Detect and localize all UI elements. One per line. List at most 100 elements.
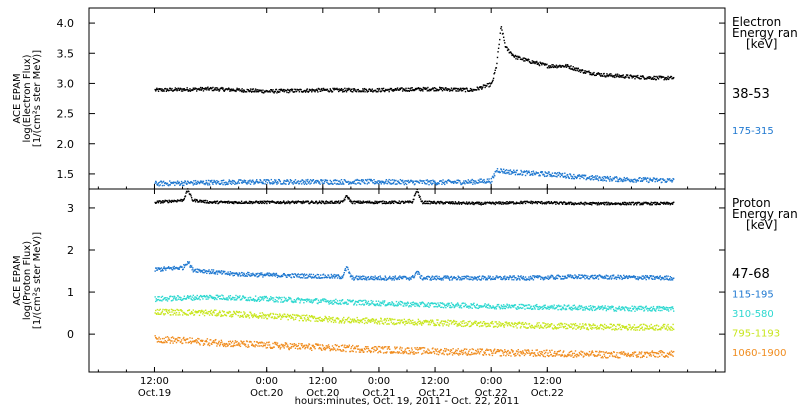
data-point bbox=[399, 275, 401, 277]
data-point bbox=[355, 201, 358, 203]
data-point bbox=[259, 272, 262, 274]
data-point bbox=[574, 69, 577, 72]
data-point bbox=[618, 307, 620, 309]
data-point bbox=[201, 182, 204, 184]
data-point bbox=[457, 202, 459, 204]
data-point bbox=[400, 304, 402, 306]
data-point bbox=[249, 296, 252, 299]
data-point bbox=[515, 171, 517, 174]
data-point bbox=[323, 180, 326, 183]
data-point bbox=[272, 299, 274, 301]
data-point bbox=[536, 202, 539, 205]
data-point bbox=[163, 90, 165, 92]
data-point bbox=[187, 295, 189, 297]
data-point bbox=[476, 279, 478, 281]
data-point bbox=[551, 64, 553, 66]
data-point bbox=[336, 300, 339, 302]
data-point bbox=[510, 277, 513, 279]
data-point bbox=[227, 271, 229, 273]
data-point bbox=[202, 181, 204, 183]
data-point bbox=[440, 279, 443, 281]
data-point bbox=[388, 276, 390, 279]
data-point bbox=[374, 303, 376, 306]
data-point bbox=[607, 177, 610, 179]
data-point bbox=[272, 182, 275, 185]
data-point bbox=[637, 306, 640, 308]
data-point bbox=[211, 182, 214, 184]
data-point bbox=[238, 311, 240, 314]
data-point bbox=[566, 173, 569, 176]
data-point bbox=[229, 294, 232, 297]
data-point bbox=[248, 317, 251, 319]
data-point bbox=[540, 62, 542, 64]
data-point bbox=[357, 179, 360, 181]
data-point bbox=[263, 274, 265, 277]
data-point bbox=[454, 88, 456, 90]
data-point bbox=[524, 174, 527, 177]
data-point bbox=[181, 90, 184, 92]
data-point bbox=[326, 276, 329, 279]
data-point bbox=[274, 299, 276, 301]
data-point bbox=[370, 299, 372, 302]
data-point bbox=[186, 87, 188, 89]
data-point bbox=[241, 297, 243, 299]
data-point bbox=[398, 276, 400, 278]
data-point bbox=[276, 313, 279, 316]
data-point bbox=[332, 303, 335, 305]
data-point bbox=[383, 90, 385, 92]
data-point bbox=[297, 180, 299, 182]
data-point bbox=[465, 87, 468, 89]
data-point bbox=[309, 275, 311, 277]
data-point bbox=[376, 277, 378, 279]
data-point bbox=[555, 64, 558, 66]
data-point bbox=[456, 90, 458, 92]
data-point bbox=[409, 200, 412, 203]
data-point bbox=[244, 312, 246, 314]
data-point bbox=[350, 182, 353, 184]
data-point bbox=[506, 303, 508, 305]
proton-ytick-label: 0 bbox=[67, 328, 74, 341]
data-point bbox=[383, 90, 386, 93]
data-point bbox=[523, 304, 525, 307]
data-point bbox=[258, 90, 260, 92]
data-point bbox=[168, 298, 170, 300]
data-point bbox=[476, 304, 478, 306]
data-point bbox=[539, 174, 541, 177]
data-point bbox=[318, 201, 320, 204]
data-point bbox=[614, 277, 616, 280]
data-point bbox=[591, 309, 594, 312]
data-point bbox=[258, 300, 261, 302]
data-point bbox=[426, 200, 429, 203]
data-point bbox=[170, 267, 173, 269]
data-point bbox=[472, 90, 474, 92]
data-point bbox=[498, 170, 500, 173]
data-point bbox=[436, 182, 438, 185]
data-point bbox=[634, 306, 637, 308]
data-point bbox=[235, 200, 237, 203]
data-point bbox=[605, 177, 607, 179]
data-point bbox=[201, 88, 203, 90]
data-point bbox=[349, 272, 351, 275]
data-point bbox=[507, 277, 509, 279]
data-point bbox=[323, 89, 326, 91]
data-point bbox=[530, 305, 532, 308]
data-point bbox=[302, 299, 305, 301]
data-point bbox=[218, 90, 220, 92]
data-point bbox=[403, 183, 406, 186]
data-point bbox=[454, 181, 457, 183]
data-point bbox=[383, 200, 386, 203]
data-point bbox=[611, 202, 613, 205]
data-point bbox=[620, 276, 623, 278]
data-point bbox=[611, 306, 614, 309]
data-point bbox=[438, 304, 441, 306]
data-point bbox=[453, 276, 455, 278]
data-point bbox=[183, 198, 185, 201]
data-point bbox=[496, 62, 498, 65]
data-point bbox=[181, 182, 183, 184]
data-point bbox=[593, 201, 595, 204]
data-point bbox=[431, 276, 433, 279]
data-point bbox=[521, 201, 523, 203]
data-point bbox=[589, 179, 592, 181]
data-point bbox=[584, 72, 587, 74]
data-point bbox=[642, 275, 645, 277]
